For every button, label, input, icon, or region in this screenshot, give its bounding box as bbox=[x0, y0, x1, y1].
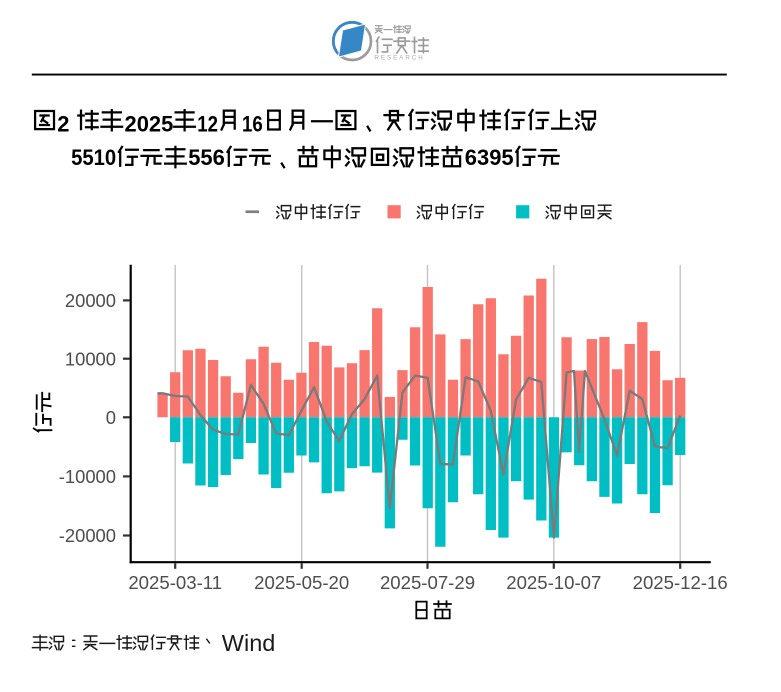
svg-text:2025-10-07: 2025-10-07 bbox=[506, 572, 601, 593]
svg-text:2025-03-11: 2025-03-11 bbox=[128, 572, 222, 593]
svg-text:5510: 5510 bbox=[71, 145, 116, 170]
svg-text:556: 556 bbox=[188, 145, 225, 170]
svg-text:2025: 2025 bbox=[125, 111, 174, 136]
svg-text:20000: 20000 bbox=[65, 290, 116, 311]
svg-text:12: 12 bbox=[197, 111, 218, 136]
svg-text:2025-12-16: 2025-12-16 bbox=[633, 572, 728, 593]
svg-text:RESEARCH: RESEARCH bbox=[374, 54, 424, 61]
svg-text:16: 16 bbox=[242, 111, 263, 136]
svg-text:0: 0 bbox=[106, 407, 116, 428]
svg-text:6395: 6395 bbox=[465, 145, 514, 170]
svg-text:2025-05-20: 2025-05-20 bbox=[254, 572, 349, 593]
svg-text:2025-07-29: 2025-07-29 bbox=[380, 572, 475, 593]
svg-text:-10000: -10000 bbox=[59, 466, 116, 487]
svg-text:-20000: -20000 bbox=[59, 525, 116, 546]
svg-text:10000: 10000 bbox=[65, 348, 116, 369]
svg-text:Wind: Wind bbox=[222, 630, 276, 656]
svg-text:2: 2 bbox=[57, 111, 69, 136]
